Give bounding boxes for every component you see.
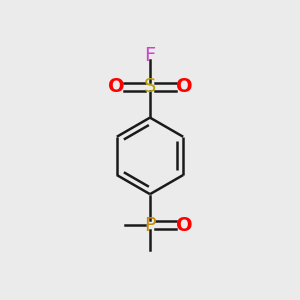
Text: F: F bbox=[144, 46, 156, 65]
Text: O: O bbox=[176, 216, 192, 235]
Text: O: O bbox=[108, 77, 124, 96]
Text: P: P bbox=[144, 216, 156, 235]
Text: S: S bbox=[144, 77, 156, 96]
Text: O: O bbox=[176, 77, 192, 96]
